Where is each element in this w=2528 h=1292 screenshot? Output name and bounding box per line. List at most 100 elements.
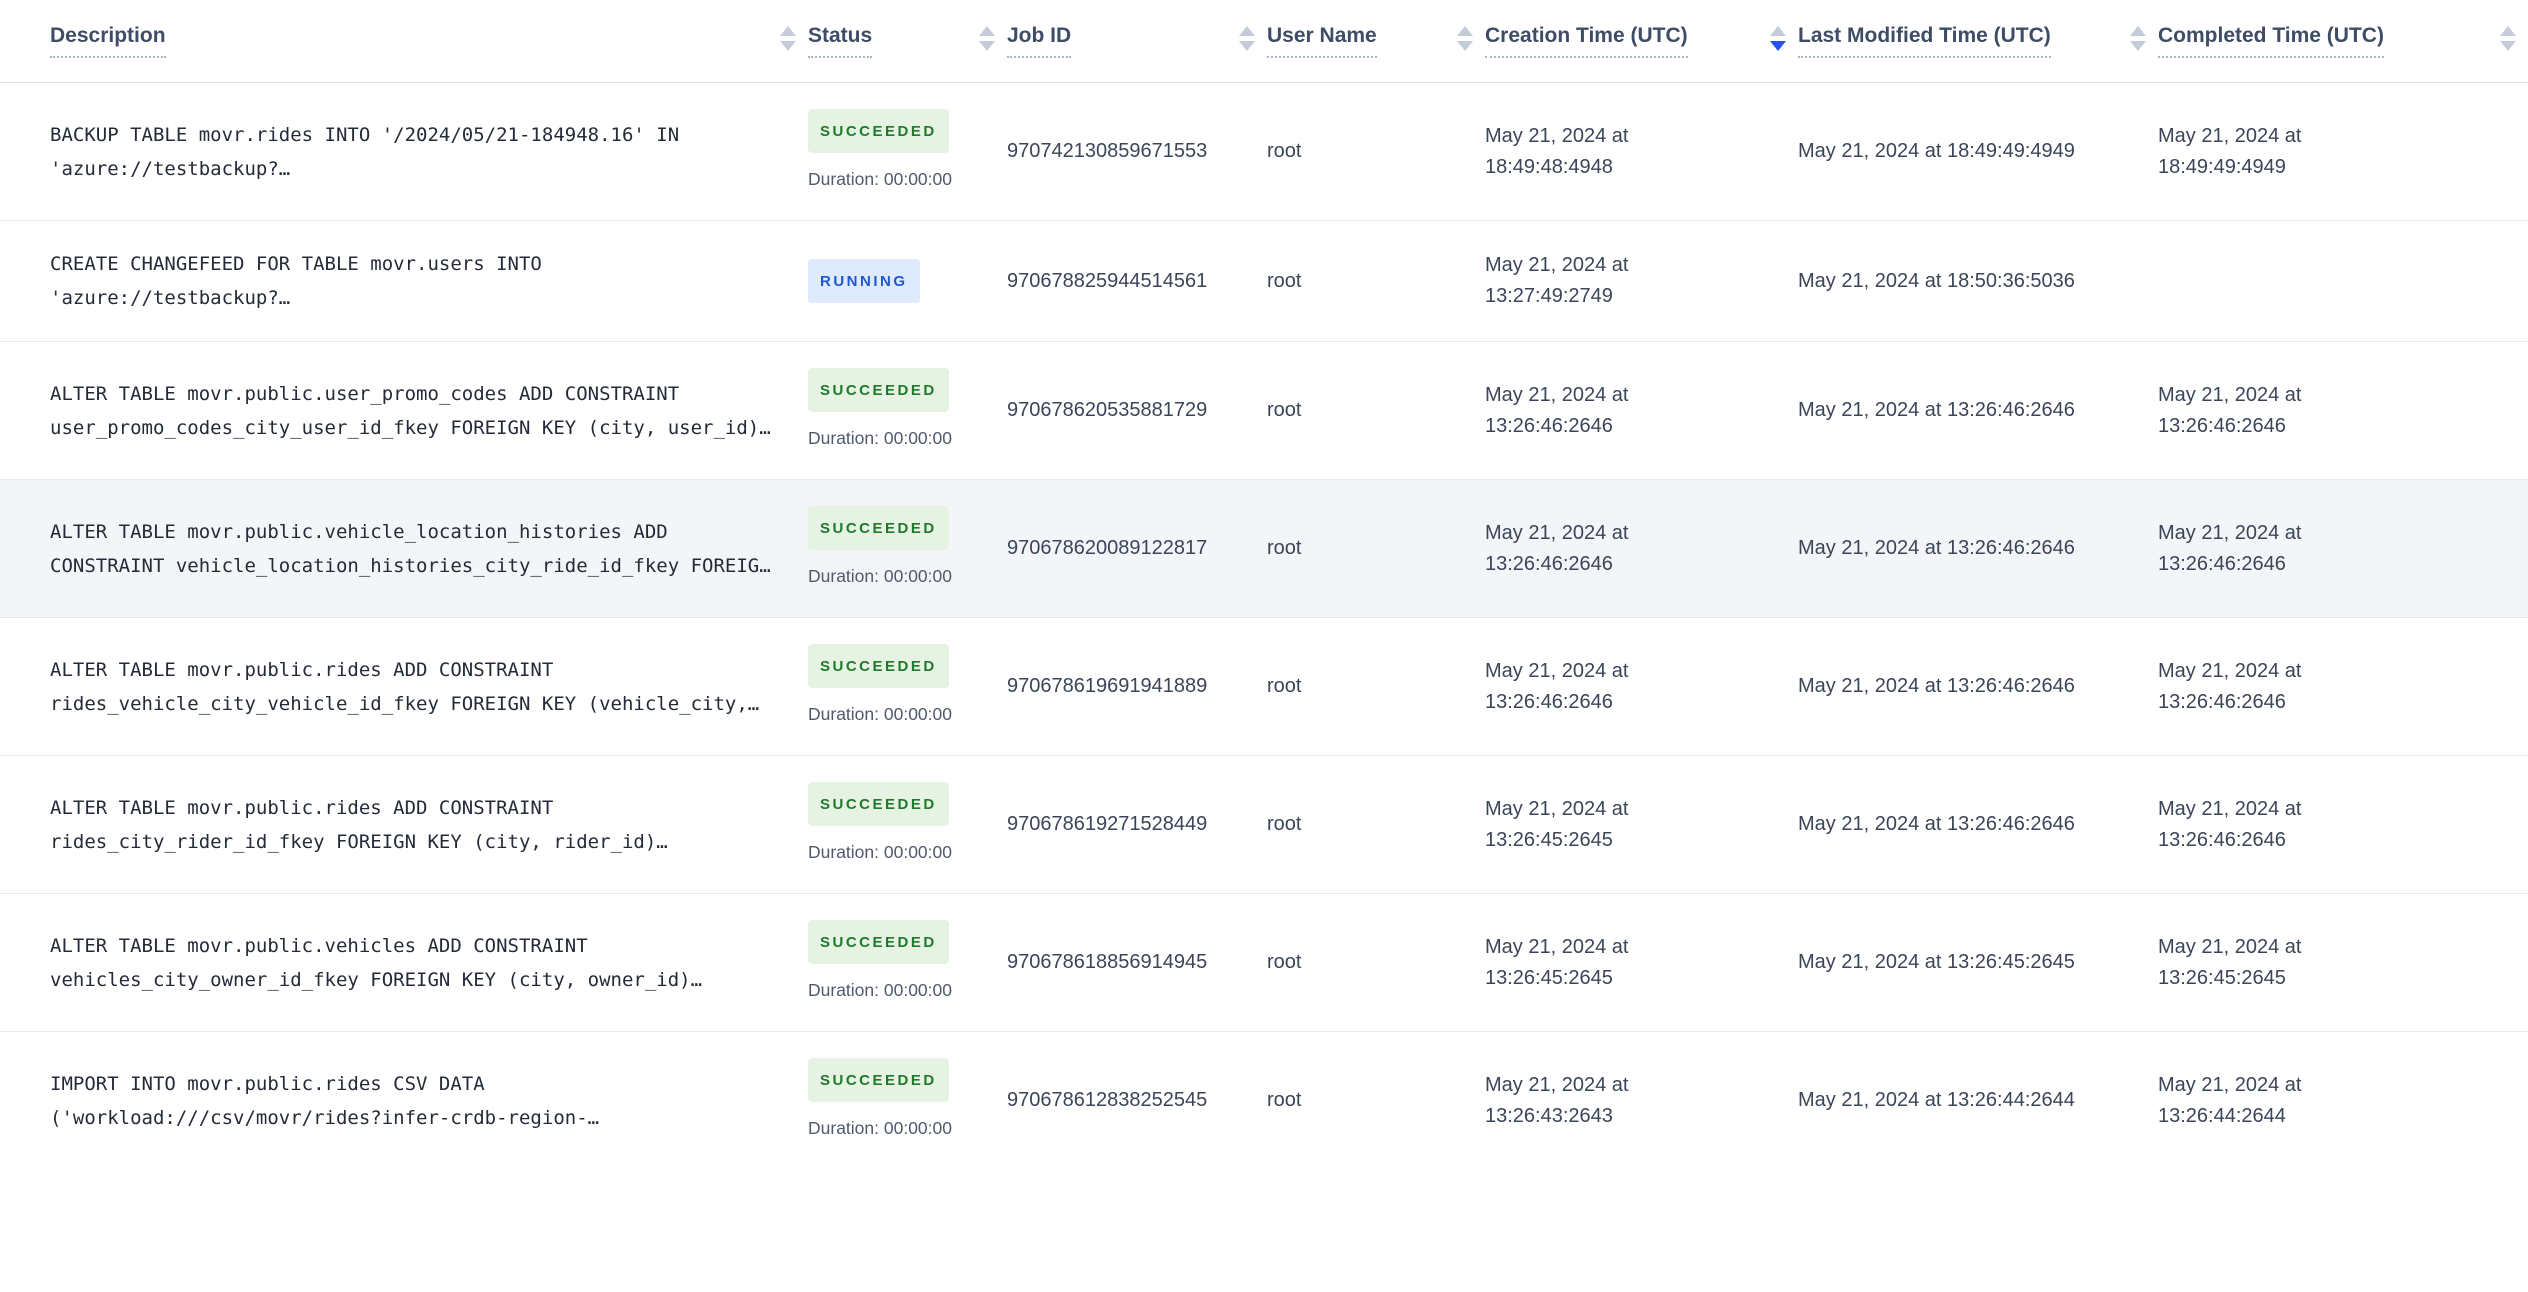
column-header-status[interactable]: Status bbox=[808, 0, 1007, 83]
completed-time: May 21, 2024 at 13:26:45:2645 bbox=[2158, 935, 2302, 989]
table-row[interactable]: ALTER TABLE movr.public.rides ADD CONSTR… bbox=[0, 617, 2528, 756]
jobs-table-body: BACKUP TABLE movr.rides INTO '/2024/05/2… bbox=[0, 83, 2528, 1169]
job-duration: Duration: 00:00:00 bbox=[808, 169, 952, 189]
table-row[interactable]: ALTER TABLE movr.public.rides ADD CONSTR… bbox=[0, 755, 2528, 894]
job-duration: Duration: 00:00:00 bbox=[808, 428, 952, 448]
sort-asc-icon bbox=[780, 25, 796, 36]
table-row[interactable]: IMPORT INTO movr.public.rides CSV DATA (… bbox=[0, 1031, 2528, 1169]
user-name: root bbox=[1267, 675, 1302, 697]
job-id: 970742130859671553 bbox=[1007, 140, 1208, 162]
last-modified-time: May 21, 2024 at 18:49:49:4949 bbox=[1798, 140, 2075, 162]
sort-desc-icon bbox=[2500, 40, 2516, 51]
jobs-table: Description Status Job ID bbox=[0, 0, 2528, 1169]
job-duration: Duration: 00:00:00 bbox=[808, 566, 952, 586]
column-label: Completed Time (UTC) bbox=[2158, 24, 2384, 59]
job-duration: Duration: 00:00:00 bbox=[808, 704, 952, 724]
sort-asc-icon bbox=[1770, 25, 1786, 36]
table-row[interactable]: CREATE CHANGEFEED FOR TABLE movr.users I… bbox=[0, 220, 2528, 342]
sort-icon bbox=[2500, 25, 2516, 57]
column-label: Status bbox=[808, 24, 873, 59]
column-header-completed-time[interactable]: Completed Time (UTC) bbox=[2158, 0, 2528, 83]
creation-time: May 21, 2024 at 13:26:45:2645 bbox=[1485, 797, 1629, 851]
column-header-last-modified-time[interactable]: Last Modified Time (UTC) bbox=[1798, 0, 2158, 83]
sort-icon bbox=[780, 25, 796, 57]
column-header-user-name[interactable]: User Name bbox=[1267, 0, 1485, 83]
job-description: ALTER TABLE movr.public.vehicles ADD CON… bbox=[50, 934, 703, 991]
user-name: root bbox=[1267, 269, 1302, 292]
status-badge: SUCCEEDED bbox=[808, 368, 949, 412]
job-description: ALTER TABLE movr.public.rides ADD CONSTR… bbox=[50, 796, 668, 853]
sort-desc-icon bbox=[979, 40, 995, 51]
last-modified-time: May 21, 2024 at 13:26:46:2646 bbox=[1798, 399, 2075, 421]
sort-icon bbox=[1457, 25, 1473, 57]
completed-time: May 21, 2024 at 18:49:49:4949 bbox=[2158, 124, 2302, 178]
completed-time: May 21, 2024 at 13:26:46:2646 bbox=[2158, 659, 2302, 713]
last-modified-time: May 21, 2024 at 13:26:45:2645 bbox=[1798, 951, 2075, 973]
table-row[interactable]: ALTER TABLE movr.public.vehicle_location… bbox=[0, 479, 2528, 618]
creation-time: May 21, 2024 at 18:49:48:4948 bbox=[1485, 124, 1629, 178]
completed-time: May 21, 2024 at 13:26:46:2646 bbox=[2158, 797, 2302, 851]
table-row[interactable]: ALTER TABLE movr.public.user_promo_codes… bbox=[0, 341, 2528, 480]
job-id: 970678612838252545 bbox=[1007, 1089, 1208, 1111]
last-modified-time: May 21, 2024 at 18:50:36:5036 bbox=[1798, 269, 2075, 292]
completed-time: May 21, 2024 at 13:26:46:2646 bbox=[2158, 383, 2302, 437]
completed-time: May 21, 2024 at 13:26:44:2644 bbox=[2158, 1073, 2302, 1127]
user-name: root bbox=[1267, 537, 1302, 559]
sort-icon bbox=[2130, 25, 2146, 57]
status-badge: SUCCEEDED bbox=[808, 506, 949, 550]
last-modified-time: May 21, 2024 at 13:26:46:2646 bbox=[1798, 675, 2075, 697]
job-id: 970678620089122817 bbox=[1007, 537, 1208, 559]
job-id: 970678619691941889 bbox=[1007, 675, 1208, 697]
creation-time: May 21, 2024 at 13:27:49:2749 bbox=[1485, 254, 1629, 307]
job-id: 970678825944514561 bbox=[1007, 269, 1208, 292]
column-header-description[interactable]: Description bbox=[0, 0, 808, 83]
sort-asc-icon bbox=[2130, 25, 2146, 36]
status-badge: SUCCEEDED bbox=[808, 782, 949, 826]
column-header-creation-time[interactable]: Creation Time (UTC) bbox=[1485, 0, 1798, 83]
job-description: ALTER TABLE movr.public.user_promo_codes… bbox=[50, 382, 771, 439]
user-name: root bbox=[1267, 813, 1302, 835]
job-duration: Duration: 00:00:00 bbox=[808, 1118, 952, 1138]
job-id: 970678618856914945 bbox=[1007, 951, 1208, 973]
table-row[interactable]: BACKUP TABLE movr.rides INTO '/2024/05/2… bbox=[0, 83, 2528, 221]
creation-time: May 21, 2024 at 13:26:45:2645 bbox=[1485, 935, 1629, 989]
job-description: IMPORT INTO movr.public.rides CSV DATA (… bbox=[50, 1072, 600, 1129]
sort-desc-icon bbox=[780, 40, 796, 51]
job-duration: Duration: 00:00:00 bbox=[808, 980, 952, 1000]
creation-time: May 21, 2024 at 13:26:43:2643 bbox=[1485, 1073, 1629, 1127]
column-label: Job ID bbox=[1007, 24, 1072, 59]
column-label: Description bbox=[50, 24, 166, 59]
status-badge: SUCCEEDED bbox=[808, 1058, 949, 1102]
sort-asc-icon bbox=[1239, 25, 1255, 36]
column-header-job-id[interactable]: Job ID bbox=[1007, 0, 1267, 83]
table-row[interactable]: ALTER TABLE movr.public.vehicles ADD CON… bbox=[0, 893, 2528, 1032]
creation-time: May 21, 2024 at 13:26:46:2646 bbox=[1485, 659, 1629, 713]
last-modified-time: May 21, 2024 at 13:26:46:2646 bbox=[1798, 537, 2075, 559]
sort-asc-icon bbox=[1457, 25, 1473, 36]
job-description: BACKUP TABLE movr.rides INTO '/2024/05/2… bbox=[50, 123, 680, 180]
completed-time: May 21, 2024 at 13:26:46:2646 bbox=[2158, 521, 2302, 575]
last-modified-time: May 21, 2024 at 13:26:46:2646 bbox=[1798, 813, 2075, 835]
column-label: Creation Time (UTC) bbox=[1485, 24, 1688, 59]
sort-icon-active bbox=[1770, 25, 1786, 57]
sort-desc-icon bbox=[2130, 40, 2146, 51]
creation-time: May 21, 2024 at 13:26:46:2646 bbox=[1485, 383, 1629, 437]
user-name: root bbox=[1267, 951, 1302, 973]
job-id: 970678619271528449 bbox=[1007, 813, 1208, 835]
sort-asc-icon bbox=[979, 25, 995, 36]
column-label: User Name bbox=[1267, 24, 1377, 59]
job-duration: Duration: 00:00:00 bbox=[808, 842, 952, 862]
sort-desc-icon bbox=[1770, 40, 1786, 51]
job-id: 970678620535881729 bbox=[1007, 399, 1208, 421]
sort-icon bbox=[1239, 25, 1255, 57]
jobs-table-header: Description Status Job ID bbox=[0, 0, 2528, 83]
user-name: root bbox=[1267, 399, 1302, 421]
creation-time: May 21, 2024 at 13:26:46:2646 bbox=[1485, 521, 1629, 575]
status-badge: SUCCEEDED bbox=[808, 920, 949, 964]
status-badge: SUCCEEDED bbox=[808, 644, 949, 688]
sort-desc-icon bbox=[1457, 40, 1473, 51]
user-name: root bbox=[1267, 140, 1302, 162]
last-modified-time: May 21, 2024 at 13:26:44:2644 bbox=[1798, 1089, 2075, 1111]
column-label: Last Modified Time (UTC) bbox=[1798, 24, 2051, 59]
